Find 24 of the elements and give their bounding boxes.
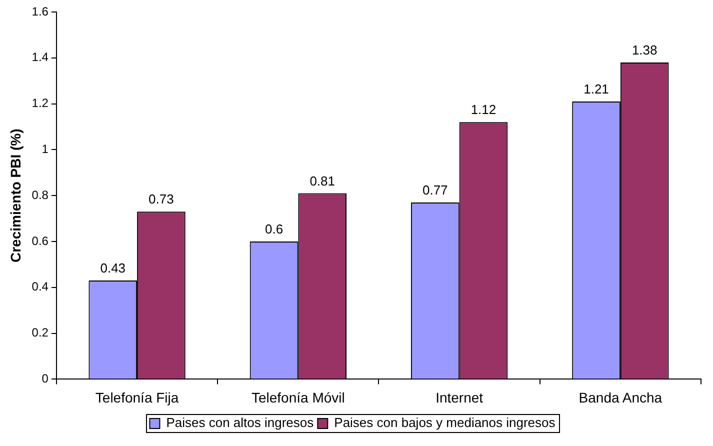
y-tick-label: 0 <box>42 372 49 386</box>
y-tick-label: 1 <box>42 142 49 156</box>
data-label: 1.12 <box>470 102 496 118</box>
data-label: 1.38 <box>632 42 658 58</box>
y-tick-label: 0.2 <box>32 326 49 340</box>
x-tick-label: Internet <box>436 389 484 406</box>
data-label: 0.6 <box>264 222 284 237</box>
y-tick-label: 0.8 <box>32 188 49 202</box>
data-label: 0.73 <box>148 192 174 207</box>
y-tick-label: 0.6 <box>32 234 49 248</box>
y-tick-label: 1.2 <box>32 96 49 110</box>
y-tick-label: 1.4 <box>32 50 49 64</box>
data-label: 0.43 <box>100 260 126 276</box>
x-tick-label: Telefonía Fija <box>95 389 179 406</box>
y-tick-label: 1.6 <box>32 4 49 18</box>
x-tick-label: Banda Ancha <box>578 389 662 406</box>
legend-label: Paises con altos ingresos <box>166 415 314 430</box>
data-label: 1.21 <box>584 82 609 97</box>
data-label: 0.77 <box>422 182 448 198</box>
data-label: 0.81 <box>310 173 335 188</box>
y-axis-title: Crecimiento PBI (%) <box>7 128 24 263</box>
y-tick-label: 0.4 <box>32 280 49 294</box>
x-tick-label: Telefonía Móvil <box>251 389 345 406</box>
legend-label: Paises con bajos y medianos ingresos <box>334 415 556 430</box>
